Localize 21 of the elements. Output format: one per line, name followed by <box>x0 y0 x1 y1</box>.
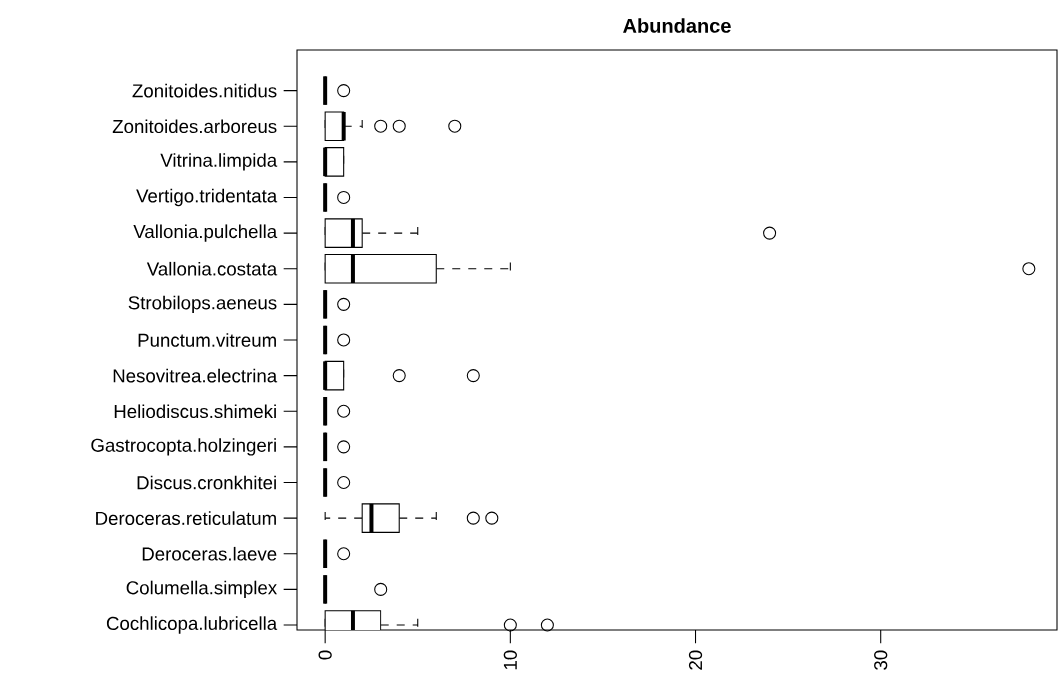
y-tick-label: Strobilops.aeneus <box>128 295 277 314</box>
y-tick-label: Vallonia.costata <box>146 261 278 276</box>
y-tick-label: Vitrina.limpida <box>160 153 278 171</box>
y-tick-label: Nesovitrea.electrina <box>113 368 278 383</box>
x-tick-label: 10 <box>503 650 517 670</box>
y-tick-label: Columella.simplex <box>126 580 277 599</box>
y-tick-label: Deroceras.laeve <box>142 546 277 561</box>
y-tick-label: Punctum.vitreum <box>138 333 276 347</box>
y-tick-label: Vallonia.pulchella <box>133 224 278 242</box>
y-tick-label: Cochlicopa.lubricella <box>106 616 278 634</box>
x-tick-label: 30 <box>874 650 888 670</box>
y-tick-label: Deroceras.reticulatum <box>96 511 276 525</box>
y-tick-label: Gastrocopta.holzingeri <box>91 438 276 456</box>
y-tick-label: Discus.cronkhitei <box>137 475 276 490</box>
y-tick-label: Zonitoides.arboreus <box>112 119 277 134</box>
x-tick-label: 0 <box>318 650 332 660</box>
chart-title: Abundance <box>623 18 731 33</box>
x-tick-label: 20 <box>688 650 703 670</box>
y-tick-label: Heliodiscus.shimeki <box>114 404 276 419</box>
y-tick-label: Zonitoides.nitidus <box>132 83 277 98</box>
y-tick-label: Vertigo.tridentata <box>136 188 278 207</box>
